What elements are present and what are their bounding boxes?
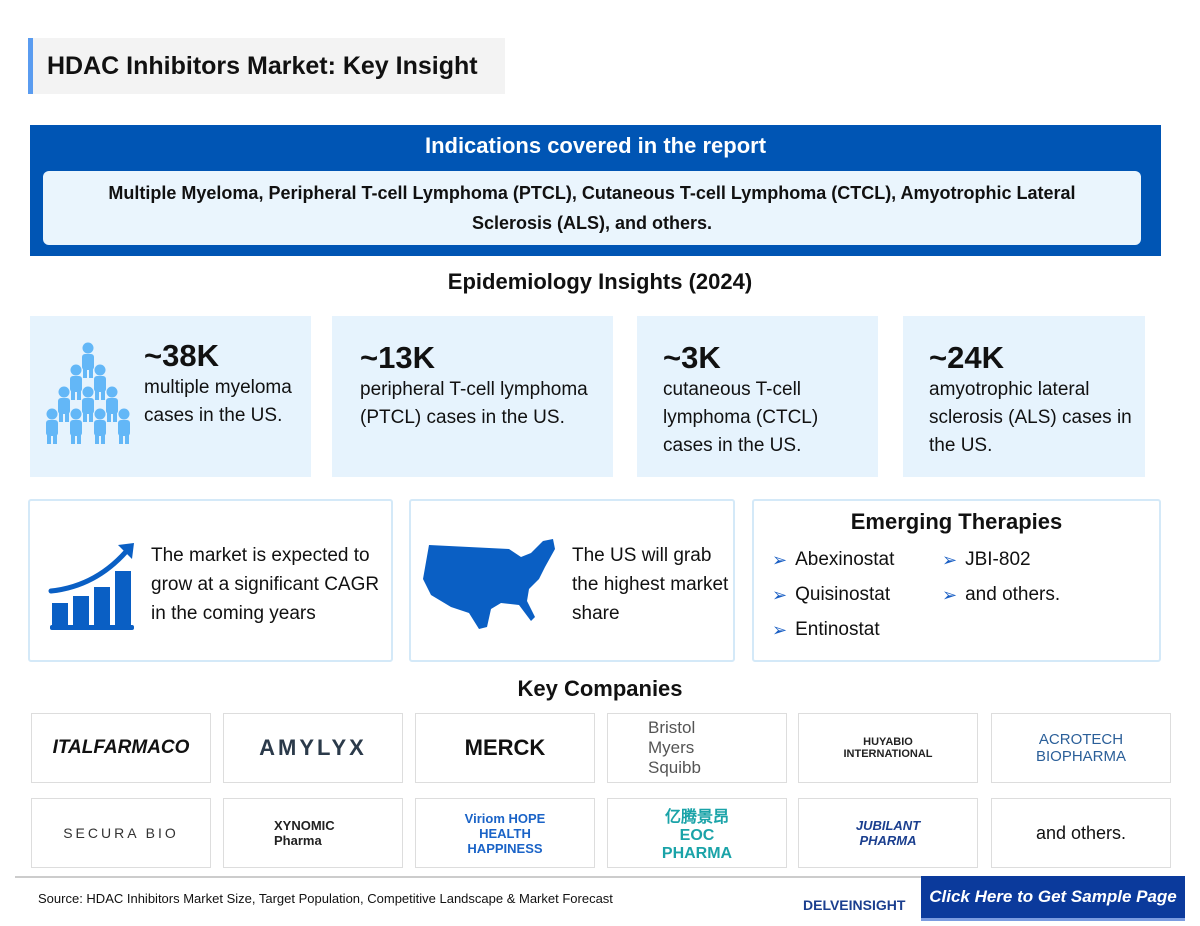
growth-chart-icon xyxy=(48,543,134,630)
us-map-icon xyxy=(423,539,555,629)
key-companies-heading: Key Companies xyxy=(517,676,683,701)
therapy-label: Quisinostat xyxy=(795,584,891,605)
logo-huyabio: HUYABIO INTERNATIONAL xyxy=(798,713,978,783)
emerging-therapies-card: Emerging Therapies ➢ Abexinostat ➢ Quisino… xyxy=(752,499,1161,662)
stat-value: ~3K xyxy=(663,340,721,375)
delveinsight-logo: DELVEINSIGHT xyxy=(803,897,906,913)
chevron-icon: ➢ xyxy=(772,584,788,605)
stat-desc: multiple myeloma cases in the US. xyxy=(144,377,292,426)
stat-value: ~24K xyxy=(929,340,1004,375)
us-share-text: The US will grab the highest market shar… xyxy=(572,545,729,624)
stat-ctcl: ~3K cutaneous T-cell lymphoma (CTCL) cas… xyxy=(637,316,878,477)
page-title: HDAC Inhibitors Market: Key Insight xyxy=(28,38,505,94)
and-others-text: and others. xyxy=(991,798,1171,868)
logo-viriom: Viriom HOPE HEALTH HAPPINESS xyxy=(415,798,595,868)
indications-heading: Indications covered in the report xyxy=(424,133,767,158)
therapy-item: ➢ and others. xyxy=(942,584,1060,606)
footer-divider xyxy=(15,876,921,878)
therapy-label: Abexinostat xyxy=(795,549,895,570)
stat-als: ~24K amyotrophic lateral sclerosis (ALS)… xyxy=(903,316,1145,477)
epidemiology-heading: Epidemiology Insights (2024) xyxy=(447,269,753,294)
stat-value: ~13K xyxy=(360,340,435,375)
logo-merck: MERCK xyxy=(415,713,595,783)
therapy-item: ➢ JBI-802 xyxy=(942,549,1031,571)
indications-text: Multiple Myeloma, Peripheral T-cell Lymp… xyxy=(43,171,1141,245)
logo-amylyx: AMYLYX xyxy=(223,713,403,783)
stat-desc: cutaneous T-cell lymphoma (CTCL) cases i… xyxy=(663,379,819,456)
logo-italfarmaco: ITALFARMACO xyxy=(31,713,211,783)
us-share-card: The US will grab the highest market shar… xyxy=(409,499,735,662)
therapy-label: Entinostat xyxy=(795,619,880,640)
chevron-icon: ➢ xyxy=(772,549,788,570)
therapies-heading: Emerging Therapies xyxy=(850,509,1063,534)
chevron-icon: ➢ xyxy=(772,619,788,640)
stat-multiple-myeloma: ~38K multiple myeloma cases in the US. xyxy=(30,316,311,477)
therapy-label: JBI-802 xyxy=(965,549,1031,570)
stat-ptcl: ~13K peripheral T-cell lymphoma (PTCL) c… xyxy=(332,316,613,477)
stat-desc: amyotrophic lateral sclerosis (ALS) case… xyxy=(929,379,1132,456)
source-text: Source: HDAC Inhibitors Market Size, Tar… xyxy=(38,891,613,906)
stat-desc: peripheral T-cell lymphoma (PTCL) cases … xyxy=(360,379,588,428)
people-icon xyxy=(46,342,130,444)
logo-secura-bio: SECURA BIO xyxy=(31,798,211,868)
therapy-item: ➢ Entinostat xyxy=(772,619,880,641)
logo-bms: Bristol Myers Squibb xyxy=(607,713,787,783)
logo-eoc-pharma: 亿腾景昂 EOC PHARMA xyxy=(607,798,787,868)
logo-xynomic: XYNOMIC Pharma xyxy=(223,798,403,868)
logo-jubilant: JUBILANT PHARMA xyxy=(798,798,978,868)
indications-panel: Indications covered in the report Multip… xyxy=(30,125,1161,256)
get-sample-page-button[interactable]: Click Here to Get Sample Page xyxy=(921,876,1185,921)
growth-text: The market is expected to grow at a sign… xyxy=(151,545,380,624)
growth-card: The market is expected to grow at a sign… xyxy=(28,499,393,662)
chevron-icon: ➢ xyxy=(942,584,958,605)
therapy-item: ➢ Abexinostat xyxy=(772,549,894,571)
logo-acrotech: ACROTECH BIOPHARMA xyxy=(991,713,1171,783)
stat-value: ~38K xyxy=(144,338,219,373)
therapy-label: and others. xyxy=(965,584,1061,605)
chevron-icon: ➢ xyxy=(942,549,958,570)
therapy-item: ➢ Quisinostat xyxy=(772,584,890,606)
